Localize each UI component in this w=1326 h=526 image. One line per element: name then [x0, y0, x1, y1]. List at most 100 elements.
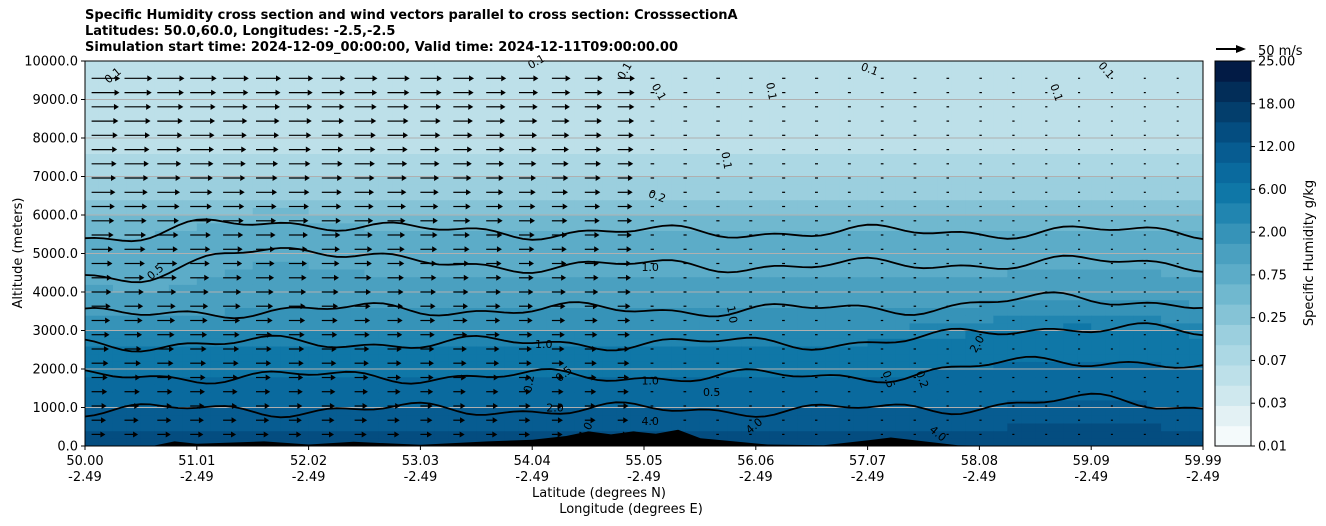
humidity-cell	[98, 322, 114, 332]
humidity-cell	[881, 299, 897, 308]
wind-vector-head	[268, 303, 274, 310]
humidity-cell	[1035, 315, 1050, 324]
humidity-cell	[630, 207, 645, 216]
humidity-cell	[909, 430, 925, 439]
humidity-cell	[266, 407, 282, 416]
humidity-cell	[112, 438, 128, 446]
humidity-cell	[1105, 68, 1120, 77]
humidity-cell	[420, 61, 435, 70]
humidity-cell	[644, 415, 659, 424]
wind-vector-head	[371, 118, 377, 125]
humidity-cell	[1077, 215, 1092, 224]
humidity-cell	[294, 91, 310, 101]
humidity-cell	[1021, 215, 1036, 224]
wind-vector-head	[562, 217, 568, 224]
humidity-cell	[588, 292, 603, 301]
humidity-cell	[853, 415, 869, 424]
humidity-cell	[909, 276, 925, 285]
humidity-cell	[1035, 153, 1050, 162]
humidity-cell	[727, 207, 743, 216]
humidity-cell	[462, 207, 477, 216]
humidity-cell	[630, 138, 645, 147]
humidity-cell	[1105, 438, 1120, 446]
humidity-cell	[895, 91, 911, 101]
humidity-cell	[979, 222, 994, 231]
humidity-cell	[588, 114, 603, 124]
humidity-cell	[546, 238, 561, 247]
wind-vector-head	[338, 132, 344, 139]
humidity-cell	[867, 153, 883, 162]
humidity-cell	[294, 130, 310, 139]
humidity-cell	[518, 84, 533, 93]
humidity-cell	[448, 392, 463, 401]
humidity-cell	[1021, 176, 1036, 185]
humidity-cell	[699, 307, 715, 316]
humidity-cell	[1105, 345, 1120, 355]
humidity-cell	[504, 307, 519, 316]
humidity-cell	[937, 168, 953, 178]
humidity-cell	[476, 384, 491, 393]
humidity-cell	[951, 76, 967, 85]
humidity-cell	[85, 399, 100, 409]
humidity-cell	[294, 184, 310, 193]
humidity-cell	[727, 261, 743, 270]
humidity-cell	[825, 307, 841, 316]
humidity-cell	[644, 261, 659, 270]
humidity-cell	[602, 207, 617, 216]
humidity-cell	[490, 207, 505, 216]
humidity-cell	[322, 107, 338, 116]
humidity-cell	[308, 161, 324, 170]
humidity-cell	[1077, 138, 1092, 147]
humidity-cell	[350, 384, 366, 393]
wind-vector-head	[525, 402, 531, 409]
humidity-cell	[741, 215, 757, 224]
humidity-cell	[993, 145, 1008, 154]
humidity-cell	[895, 238, 911, 247]
humidity-cell	[98, 68, 114, 77]
humidity-cell	[881, 361, 897, 370]
humidity-cell	[476, 407, 491, 416]
humidity-cell	[895, 361, 911, 370]
humidity-cell	[1105, 422, 1120, 432]
humidity-cell	[1105, 399, 1120, 409]
humidity-cell	[462, 299, 477, 308]
humidity-cell	[1175, 315, 1190, 324]
humidity-cell	[322, 338, 338, 347]
humidity-cell	[951, 122, 967, 131]
humidity-cell	[657, 361, 673, 370]
humidity-cell	[644, 284, 659, 293]
humidity-cell	[811, 61, 827, 70]
humidity-cell	[979, 84, 994, 93]
humidity-cell	[336, 384, 352, 393]
humidity-cell	[699, 114, 715, 124]
humidity-cell	[1161, 122, 1176, 131]
humidity-cell	[881, 207, 897, 216]
humidity-cell	[574, 299, 589, 308]
humidity-cell	[126, 361, 142, 370]
humidity-cell	[126, 222, 142, 231]
humidity-cell	[1021, 245, 1036, 255]
humidity-cell	[182, 176, 198, 185]
humidity-cell	[769, 245, 785, 255]
humidity-cell	[1133, 245, 1148, 255]
humidity-cell	[1189, 438, 1203, 446]
humidity-cell	[476, 122, 491, 131]
humidity-cell	[126, 184, 142, 193]
humidity-cell	[266, 99, 282, 108]
humidity-cell	[1035, 292, 1050, 301]
humidity-cell	[1021, 376, 1036, 385]
humidity-cell	[126, 238, 142, 247]
humidity-cell	[867, 84, 883, 93]
humidity-cell	[909, 330, 925, 339]
humidity-cell	[853, 68, 869, 77]
humidity-cell	[518, 422, 533, 432]
humidity-cell	[322, 122, 338, 131]
wind-vector-head	[398, 289, 404, 295]
humidity-cell	[1091, 207, 1106, 216]
humidity-cell	[98, 191, 114, 201]
humidity-cell	[462, 392, 477, 401]
humidity-cell	[448, 91, 463, 101]
humidity-cell	[462, 168, 477, 178]
wind-vector-head	[141, 232, 147, 239]
humidity-cell	[364, 215, 380, 224]
